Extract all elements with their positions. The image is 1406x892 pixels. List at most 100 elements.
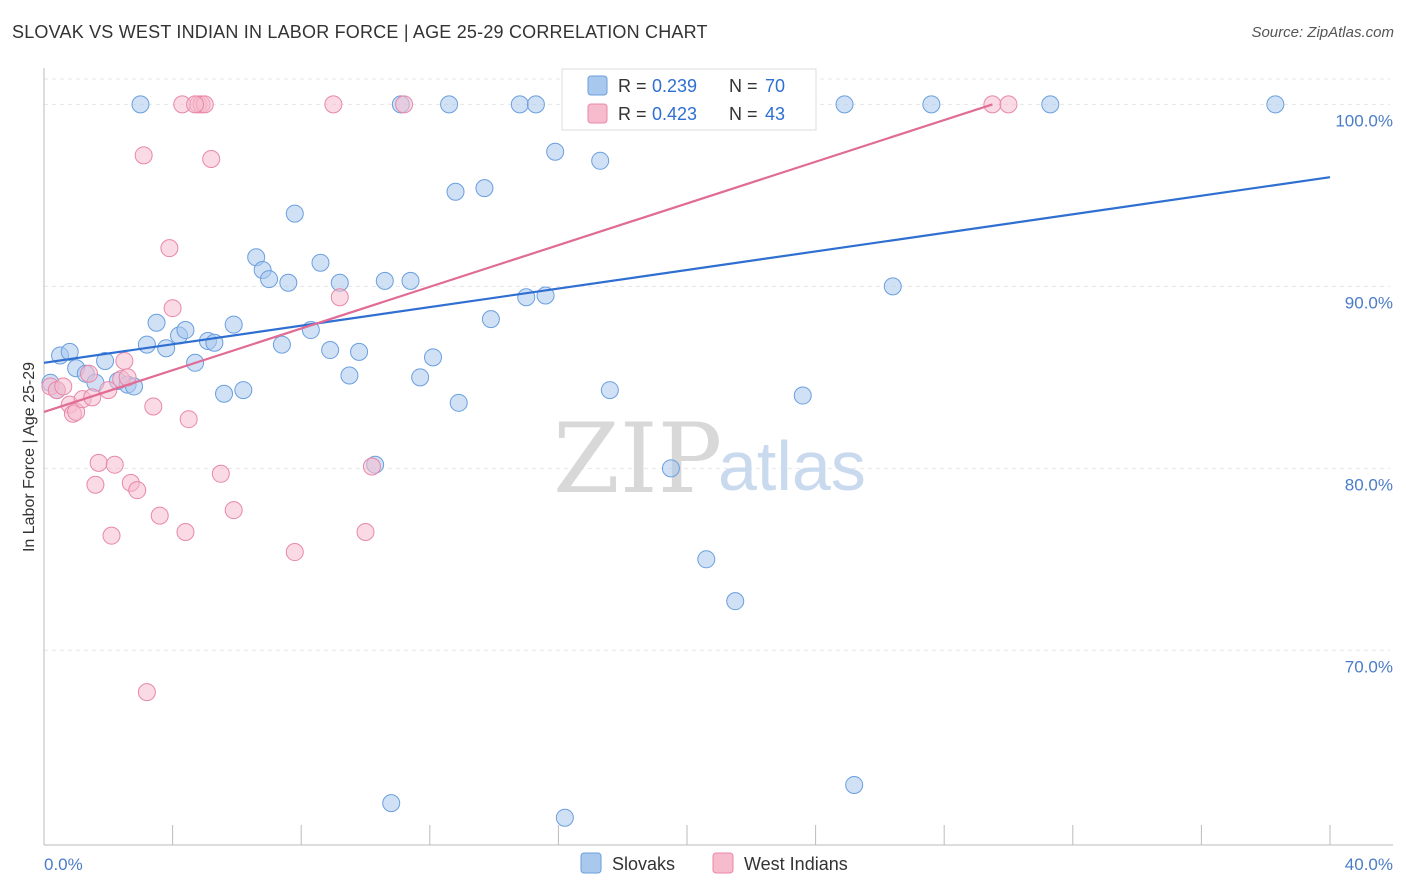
- data-point-west-indians: [285, 543, 304, 562]
- data-point-west-indians: [105, 455, 124, 474]
- data-point-slovaks: [481, 310, 500, 329]
- data-point-slovaks: [591, 151, 610, 170]
- legend-swatch-slovaks: [587, 75, 608, 96]
- legend-swatch-west-indians: [587, 103, 608, 124]
- data-point-west-indians: [150, 506, 169, 525]
- data-point-slovaks: [845, 775, 864, 794]
- x-tick-label: 40.0%: [1345, 855, 1393, 874]
- data-point-west-indians: [179, 410, 198, 429]
- data-point-slovaks: [555, 808, 574, 827]
- data-point-west-indians: [999, 95, 1018, 114]
- data-point-west-indians: [176, 523, 195, 542]
- data-point-slovaks: [697, 550, 716, 569]
- data-point-slovaks: [157, 339, 176, 358]
- data-point-west-indians: [137, 683, 156, 702]
- data-point-west-indians: [330, 288, 349, 307]
- data-point-slovaks: [96, 351, 115, 370]
- data-point-slovaks: [793, 386, 812, 405]
- data-point-slovaks: [449, 393, 468, 412]
- data-point-slovaks: [446, 182, 465, 201]
- data-point-west-indians: [160, 239, 179, 258]
- legend-r-label: R =: [618, 104, 647, 124]
- legend-bottom-swatch-west-indians: [712, 852, 734, 874]
- trend-line-west-indians: [43, 103, 993, 413]
- data-point-west-indians: [80, 364, 99, 383]
- data-point-slovaks: [440, 95, 459, 114]
- data-point-slovaks: [311, 253, 330, 272]
- data-point-slovaks: [922, 95, 941, 114]
- legend-n-value-west-indians: 43: [765, 104, 785, 124]
- data-point-west-indians: [89, 453, 108, 472]
- data-point-slovaks: [321, 341, 340, 360]
- source-label: Source: ZipAtlas.com: [1251, 24, 1394, 41]
- data-point-slovaks: [272, 335, 291, 354]
- watermark-atlas: atlas: [718, 427, 866, 505]
- y-tick-label: 90.0%: [1345, 293, 1393, 312]
- data-point-slovaks: [424, 348, 443, 367]
- trend-lines: [43, 103, 1331, 413]
- data-point-slovaks: [726, 592, 745, 611]
- data-point-west-indians: [224, 501, 243, 520]
- y-tick-label: 80.0%: [1345, 475, 1393, 494]
- data-point-slovaks: [215, 384, 234, 403]
- data-point-west-indians: [362, 457, 381, 476]
- data-point-west-indians: [115, 351, 134, 370]
- data-point-slovaks: [224, 315, 243, 334]
- data-point-slovaks: [1266, 95, 1285, 114]
- data-point-slovaks: [350, 342, 369, 361]
- data-point-west-indians: [202, 149, 221, 168]
- data-point-west-indians: [54, 377, 73, 396]
- data-point-west-indians: [102, 526, 121, 545]
- data-point-slovaks: [60, 342, 79, 361]
- legend-bottom-label-slovaks: Slovaks: [612, 854, 675, 874]
- legend-top: R = 0.239 N = 70 R = 0.423 N = 43: [561, 68, 817, 131]
- data-point-west-indians: [324, 95, 343, 114]
- data-point-slovaks: [411, 368, 430, 387]
- data-point-west-indians: [163, 299, 182, 318]
- data-point-slovaks: [375, 271, 394, 290]
- data-point-slovaks: [661, 459, 680, 478]
- data-point-slovaks: [340, 366, 359, 385]
- data-point-slovaks: [1041, 95, 1060, 114]
- trend-line-slovaks: [43, 176, 1331, 364]
- data-point-west-indians: [186, 95, 205, 114]
- data-point-west-indians: [356, 523, 375, 542]
- legend-r-label: R =: [618, 76, 647, 96]
- y-tick-label: 100.0%: [1335, 111, 1393, 130]
- data-point-west-indians: [211, 464, 230, 483]
- data-point-slovaks: [546, 142, 565, 161]
- data-point-west-indians: [86, 475, 105, 494]
- data-point-slovaks: [234, 381, 253, 400]
- axes: 70.0% 80.0% 90.0% 100.0% 0.0% 40.0%: [43, 68, 1393, 874]
- data-point-west-indians: [134, 146, 153, 165]
- data-point-slovaks: [176, 321, 195, 340]
- y-tick-label: 70.0%: [1345, 657, 1393, 676]
- data-point-slovaks: [260, 270, 279, 289]
- data-point-slovaks: [510, 95, 529, 114]
- data-point-slovaks: [382, 794, 401, 813]
- data-point-slovaks: [147, 313, 166, 332]
- data-point-slovaks: [835, 95, 854, 114]
- legend-bottom-swatch-slovaks: [580, 852, 602, 874]
- legend-bottom: Slovaks West Indians: [580, 852, 848, 874]
- data-point-west-indians: [144, 397, 163, 416]
- legend-n-label: N =: [729, 76, 758, 96]
- data-point-slovaks: [137, 335, 156, 354]
- data-point-slovaks: [600, 381, 619, 400]
- legend-r-value-west-indians: 0.423: [652, 104, 697, 124]
- x-tick-label: 0.0%: [44, 855, 83, 874]
- data-point-slovaks: [475, 179, 494, 198]
- data-point-west-indians: [128, 481, 147, 500]
- data-point-slovaks: [526, 95, 545, 114]
- series-west-indians: [41, 95, 1018, 702]
- data-point-slovaks: [279, 273, 298, 292]
- legend-n-value-slovaks: 70: [765, 76, 785, 96]
- legend-n-label: N =: [729, 104, 758, 124]
- data-point-slovaks: [401, 271, 420, 290]
- gridlines: [44, 78, 1390, 651]
- data-point-slovaks: [285, 204, 304, 223]
- data-point-west-indians: [395, 95, 414, 114]
- watermark: ZIP atlas: [553, 403, 866, 515]
- data-point-slovaks: [131, 95, 150, 114]
